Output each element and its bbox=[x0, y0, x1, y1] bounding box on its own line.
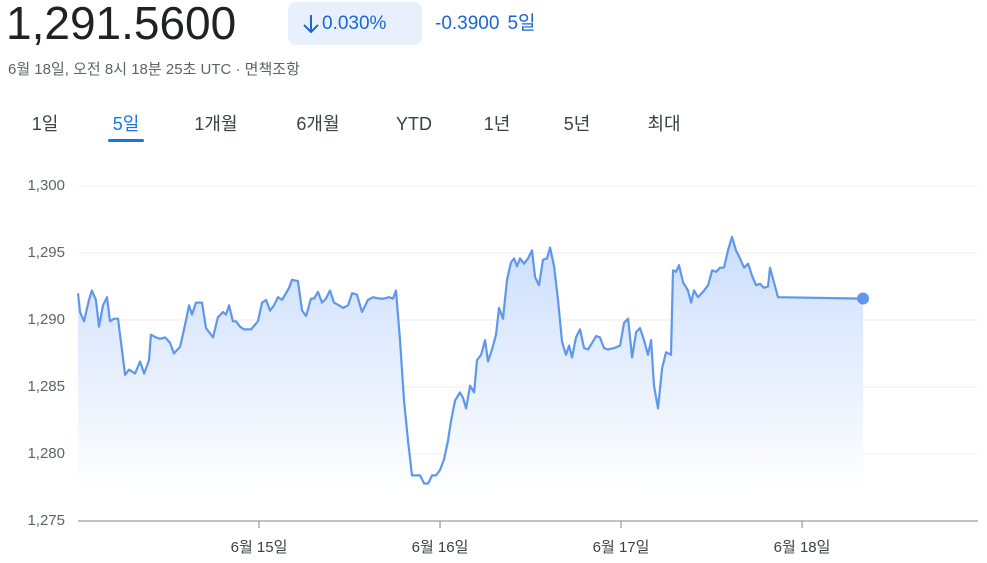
y-tick-label: 1,295 bbox=[27, 244, 65, 261]
range-tab[interactable]: 5일 bbox=[113, 114, 140, 134]
timestamp[interactable]: 6월 18일, 오전 8시 18분 25초 UTC · 면책조항 bbox=[8, 61, 300, 78]
down-arrow bbox=[303, 15, 319, 34]
range-tab[interactable]: 5년 bbox=[564, 114, 591, 134]
change-percent: 0.030% bbox=[322, 13, 387, 34]
range-tab[interactable]: YTD bbox=[396, 114, 432, 134]
y-tick-label: 1,285 bbox=[27, 378, 65, 395]
x-tick-label: 6월 16일 bbox=[412, 539, 469, 556]
range-tab[interactable]: 최대 bbox=[647, 114, 680, 134]
last-point bbox=[857, 292, 870, 305]
area bbox=[78, 236, 864, 491]
x-tick-label: 6월 18일 bbox=[774, 539, 831, 556]
chart: 1,275 1,280 1,285 1,290 1,295 1,300 6월 15일 6월 1… bbox=[27, 177, 978, 556]
x-tick-label: 6월 17일 bbox=[593, 539, 650, 556]
change: -0.3900 bbox=[435, 13, 499, 34]
change-badge bbox=[288, 2, 422, 45]
range-tab[interactable]: 1년 bbox=[484, 114, 511, 134]
tab-underline bbox=[108, 139, 144, 142]
y-tick-label: 1,290 bbox=[27, 311, 65, 328]
price-line bbox=[76, 235, 864, 485]
range-tab[interactable]: 1개월 bbox=[194, 114, 237, 134]
y-tick-label: 1,300 bbox=[27, 177, 65, 194]
change-line: -0.3900 5일 bbox=[435, 12, 536, 34]
range-tabs: 1일 5일 1개월 6개월 YTD 1년 5년 최대 bbox=[32, 114, 681, 142]
range-tab[interactable]: 1일 bbox=[32, 114, 59, 134]
y-tick-label: 1,275 bbox=[27, 512, 65, 529]
price: 1,291.5600 bbox=[6, 0, 236, 49]
x-tick-label: 6월 15일 bbox=[231, 539, 288, 556]
period: 5일 bbox=[507, 12, 535, 34]
range-tab[interactable]: 6개월 bbox=[296, 114, 339, 134]
y-tick-label: 1,280 bbox=[27, 445, 65, 462]
